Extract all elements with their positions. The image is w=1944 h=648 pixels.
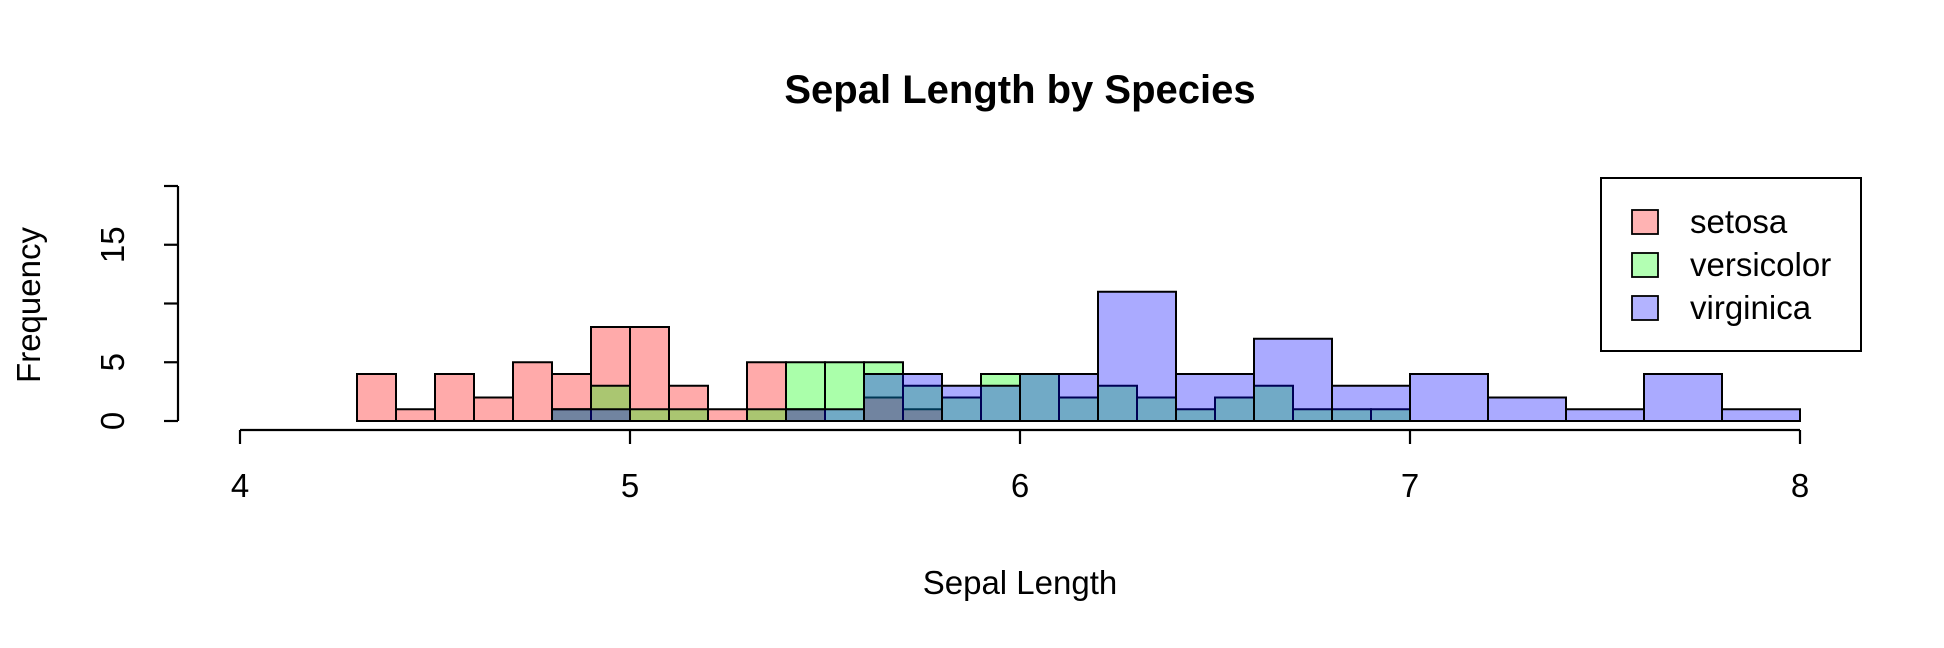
virginica-bar (1175, 373, 1255, 422)
versicolor-bar (1019, 373, 1060, 422)
versicolor-bar (902, 384, 943, 422)
bars-layer (356, 290, 1801, 422)
legend-label-setosa: setosa (1690, 203, 1788, 240)
legend-swatch-setosa (1631, 209, 1659, 235)
setosa-bar (629, 326, 670, 422)
versicolor-bar (590, 384, 631, 422)
virginica-bar (1409, 373, 1489, 422)
setosa-bar (434, 373, 475, 422)
setosa-bar (473, 396, 514, 422)
x-tick-label: 8 (1791, 467, 1809, 504)
virginica-bar (1643, 373, 1723, 422)
x-tick-label: 7 (1401, 467, 1419, 504)
setosa-bar (707, 408, 748, 422)
virginica-bar (1019, 373, 1099, 422)
legend-swatch-versicolor (1631, 252, 1659, 278)
versicolor-bar (824, 361, 865, 422)
series-versicolor (551, 361, 1411, 422)
legend-label-virginica: virginica (1690, 289, 1812, 326)
virginica-bar (1565, 408, 1645, 422)
y-tick-label: 15 (94, 226, 131, 263)
series-virginica (551, 290, 1801, 422)
y-tick-label: 5 (94, 353, 131, 371)
legend-swatch-virginica (1631, 295, 1659, 321)
x-tick-label: 5 (621, 467, 639, 504)
virginica-bar (551, 408, 631, 422)
virginica-bar (1097, 290, 1177, 422)
setosa-bar (512, 361, 553, 422)
virginica-bar (941, 384, 1021, 422)
series-setosa (356, 326, 943, 422)
versicolor-bar (746, 408, 787, 422)
setosa-bar (395, 408, 436, 422)
y-tick-label: 0 (94, 412, 131, 430)
setosa-bar (356, 373, 397, 422)
virginica-bar (1721, 408, 1801, 422)
x-axis: 4 5 6 7 8 (231, 428, 1809, 504)
versicolor-bar (668, 408, 709, 422)
virginica-bar (1487, 396, 1567, 422)
versicolor-bar (629, 408, 670, 422)
virginica-bar (785, 408, 865, 422)
legend-label-versicolor: versicolor (1690, 246, 1831, 283)
virginica-bar (1331, 384, 1411, 422)
x-tick-label: 6 (1011, 467, 1029, 504)
virginica-bar (1253, 337, 1333, 422)
legend: setosa versicolor virginica (1600, 177, 1862, 352)
versicolor-bar (785, 361, 826, 422)
y-axis: 0 5 15 (94, 184, 180, 430)
x-tick-label: 4 (231, 467, 249, 504)
virginica-bar (863, 373, 943, 422)
x-axis-label: Sepal Length (923, 564, 1118, 601)
y-axis-label: Frequency (10, 227, 47, 383)
chart-title: Sepal Length by Species (784, 68, 1255, 112)
